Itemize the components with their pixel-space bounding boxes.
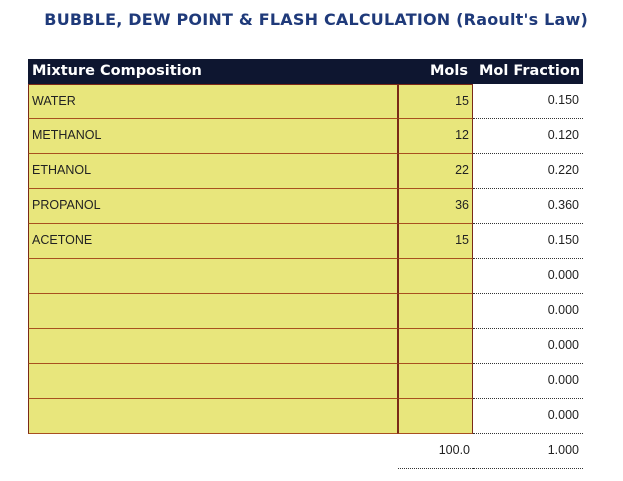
mol-fraction-cell: 0.000: [473, 399, 583, 434]
component-name-cell[interactable]: ACETONE: [28, 224, 398, 259]
mols-input-cell[interactable]: 15: [398, 224, 473, 259]
component-name-cell[interactable]: [28, 259, 398, 294]
mol-fraction-cell: 0.150: [473, 224, 583, 259]
mol-fraction-cell: 0.000: [473, 259, 583, 294]
header-mixture-composition: Mixture Composition: [32, 63, 202, 79]
mols-input-cell[interactable]: [398, 259, 473, 294]
component-name-cell[interactable]: [28, 294, 398, 329]
total-mols: 100.0: [398, 434, 473, 469]
component-name-cell[interactable]: METHANOL: [28, 119, 398, 154]
table-row: METHANOL 12 0.120: [28, 119, 583, 154]
table-row: ACETONE 15 0.150: [28, 224, 583, 259]
component-name-cell[interactable]: [28, 399, 398, 434]
mols-input-cell[interactable]: [398, 399, 473, 434]
component-name-cell[interactable]: [28, 329, 398, 364]
mols-input-cell[interactable]: 15: [398, 84, 473, 119]
table-row: 0.000: [28, 399, 583, 434]
mol-fraction-cell: 0.120: [473, 119, 583, 154]
component-name-cell[interactable]: WATER: [28, 84, 398, 119]
mols-input-cell[interactable]: 36: [398, 189, 473, 224]
component-name-cell[interactable]: [28, 364, 398, 399]
component-name-cell[interactable]: PROPANOL: [28, 189, 398, 224]
table-header: Mixture Composition Mols Mol Fraction: [28, 59, 583, 84]
page-title: BUBBLE, DEW POINT & FLASH CALCULATION (R…: [44, 10, 588, 29]
table-row: ETHANOL 22 0.220: [28, 154, 583, 189]
mol-fraction-cell: 0.000: [473, 329, 583, 364]
mixture-composition-table: Mixture Composition Mols Mol Fraction WA…: [28, 59, 583, 469]
mol-fraction-cell: 0.360: [473, 189, 583, 224]
table-row: 0.000: [28, 294, 583, 329]
mols-input-cell[interactable]: 22: [398, 154, 473, 189]
mol-fraction-cell: 0.000: [473, 364, 583, 399]
header-mols: Mols: [430, 63, 468, 79]
totals-row: 100.0 1.000: [28, 434, 583, 469]
mol-fraction-cell: 0.220: [473, 154, 583, 189]
table-row: 0.000: [28, 259, 583, 294]
table-row: 0.000: [28, 329, 583, 364]
mol-fraction-cell: 0.000: [473, 294, 583, 329]
component-name-cell[interactable]: ETHANOL: [28, 154, 398, 189]
total-mol-fraction: 1.000: [473, 434, 583, 469]
table-row: 0.000: [28, 364, 583, 399]
header-mol-fraction: Mol Fraction: [479, 63, 581, 79]
mol-fraction-cell: 0.150: [473, 84, 583, 119]
mols-input-cell[interactable]: [398, 329, 473, 364]
table-row: PROPANOL 36 0.360: [28, 189, 583, 224]
table-row: WATER 15 0.150: [28, 84, 583, 119]
mols-input-cell[interactable]: 12: [398, 119, 473, 154]
mols-input-cell[interactable]: [398, 294, 473, 329]
mols-input-cell[interactable]: [398, 364, 473, 399]
